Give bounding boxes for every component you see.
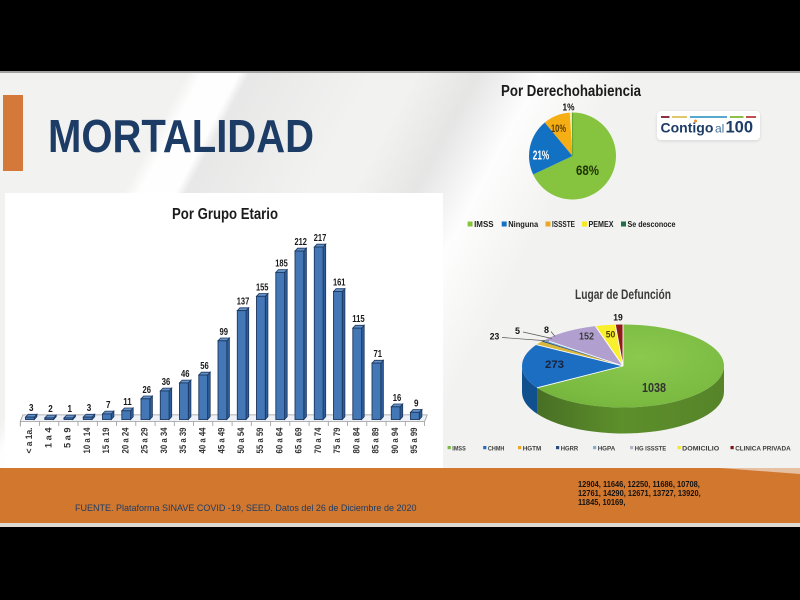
svg-text:273: 273	[545, 359, 564, 371]
svg-text:HGTM: HGTM	[523, 445, 542, 452]
svg-text:8: 8	[544, 325, 549, 336]
svg-text:23: 23	[490, 332, 500, 343]
svg-text:60 a 64: 60 a 64	[274, 427, 285, 454]
svg-text:IMSS: IMSS	[452, 445, 466, 452]
svg-text:11: 11	[123, 397, 132, 408]
svg-text:99: 99	[219, 327, 228, 338]
svg-text:25 a 29: 25 a 29	[140, 428, 151, 454]
svg-text:ISSSTE: ISSSTE	[552, 219, 575, 229]
svg-text:15 a 19: 15 a 19	[101, 428, 112, 454]
svg-text:155: 155	[256, 282, 269, 293]
svg-text:HGRR: HGRR	[561, 445, 579, 452]
svg-text:1038: 1038	[642, 380, 666, 395]
svg-text:212: 212	[294, 237, 307, 248]
svg-text:1: 1	[67, 404, 72, 415]
svg-text:68%: 68%	[576, 162, 599, 178]
svg-text:21%: 21%	[533, 149, 550, 163]
svg-text:45 a 49: 45 a 49	[217, 428, 228, 454]
svg-text:Por Derechohabiencia: Por Derechohabiencia	[501, 83, 641, 100]
svg-text:PEMEX: PEMEX	[589, 219, 614, 229]
svg-text:DOMICILIO: DOMICILIO	[682, 445, 719, 452]
svg-text:16: 16	[393, 393, 402, 404]
svg-text:IMSS: IMSS	[474, 219, 494, 229]
svg-text:Se desconoce: Se desconoce	[628, 219, 676, 229]
svg-text:137: 137	[237, 297, 250, 308]
svg-text:5: 5	[515, 326, 521, 337]
svg-text:10 a 14: 10 a 14	[82, 427, 93, 454]
svg-text:56: 56	[200, 361, 209, 372]
svg-text:75 a 79: 75 a 79	[332, 428, 343, 454]
svg-text:217: 217	[314, 233, 327, 244]
svg-text:35 a 39: 35 a 39	[178, 428, 189, 454]
svg-text:46: 46	[181, 369, 190, 380]
svg-text:3: 3	[29, 403, 34, 414]
svg-text:HG ISSSTE: HG ISSSTE	[635, 445, 667, 452]
svg-text:al: al	[715, 122, 724, 136]
svg-text:70 a 74: 70 a 74	[313, 427, 324, 454]
svg-text:Lugar de Defunción: Lugar de Defunción	[575, 287, 671, 302]
svg-text:7: 7	[106, 400, 111, 411]
svg-text:10%: 10%	[551, 123, 566, 135]
svg-text:40 a 44: 40 a 44	[197, 427, 208, 454]
svg-text:26: 26	[142, 385, 151, 396]
svg-text:3: 3	[87, 403, 92, 414]
svg-text:Contigo: Contigo	[661, 120, 714, 136]
svg-text:Ninguna: Ninguna	[508, 219, 538, 229]
svg-text:20 a 24: 20 a 24	[120, 427, 131, 454]
svg-text:Por Grupo Etario: Por Grupo Etario	[172, 206, 278, 223]
svg-text:185: 185	[275, 258, 288, 269]
svg-text:65 a 69: 65 a 69	[294, 428, 305, 454]
svg-text:CHMH: CHMH	[488, 445, 505, 452]
svg-text:90 a 94: 90 a 94	[390, 427, 401, 454]
svg-text:30 a 34: 30 a 34	[159, 427, 170, 454]
svg-text:CLINICA PRIVADA: CLINICA PRIVADA	[735, 445, 791, 452]
svg-text:55 a 59: 55 a 59	[255, 428, 266, 454]
svg-text:50: 50	[606, 330, 616, 341]
svg-text:1 a 4: 1 a 4	[43, 427, 54, 448]
svg-text:19: 19	[613, 313, 623, 324]
svg-text:< a 1a.: < a 1a.	[24, 428, 35, 454]
svg-text:71: 71	[373, 349, 382, 360]
svg-text:9: 9	[414, 398, 419, 409]
svg-text:2: 2	[48, 404, 53, 415]
svg-text:161: 161	[333, 278, 346, 289]
svg-text:5 a 9: 5 a 9	[63, 428, 74, 449]
svg-text:152: 152	[579, 332, 594, 343]
svg-text:95 a 99: 95 a 99	[409, 428, 420, 454]
svg-text:HGPA: HGPA	[598, 445, 616, 452]
svg-text:36: 36	[162, 377, 171, 388]
svg-text:115: 115	[352, 314, 365, 325]
svg-text:100: 100	[726, 119, 754, 137]
svg-text:50 a 54: 50 a 54	[236, 427, 247, 454]
svg-text:80 a 84: 80 a 84	[351, 427, 362, 454]
svg-text:85 a 89: 85 a 89	[371, 428, 382, 454]
svg-text:1%: 1%	[563, 103, 575, 114]
